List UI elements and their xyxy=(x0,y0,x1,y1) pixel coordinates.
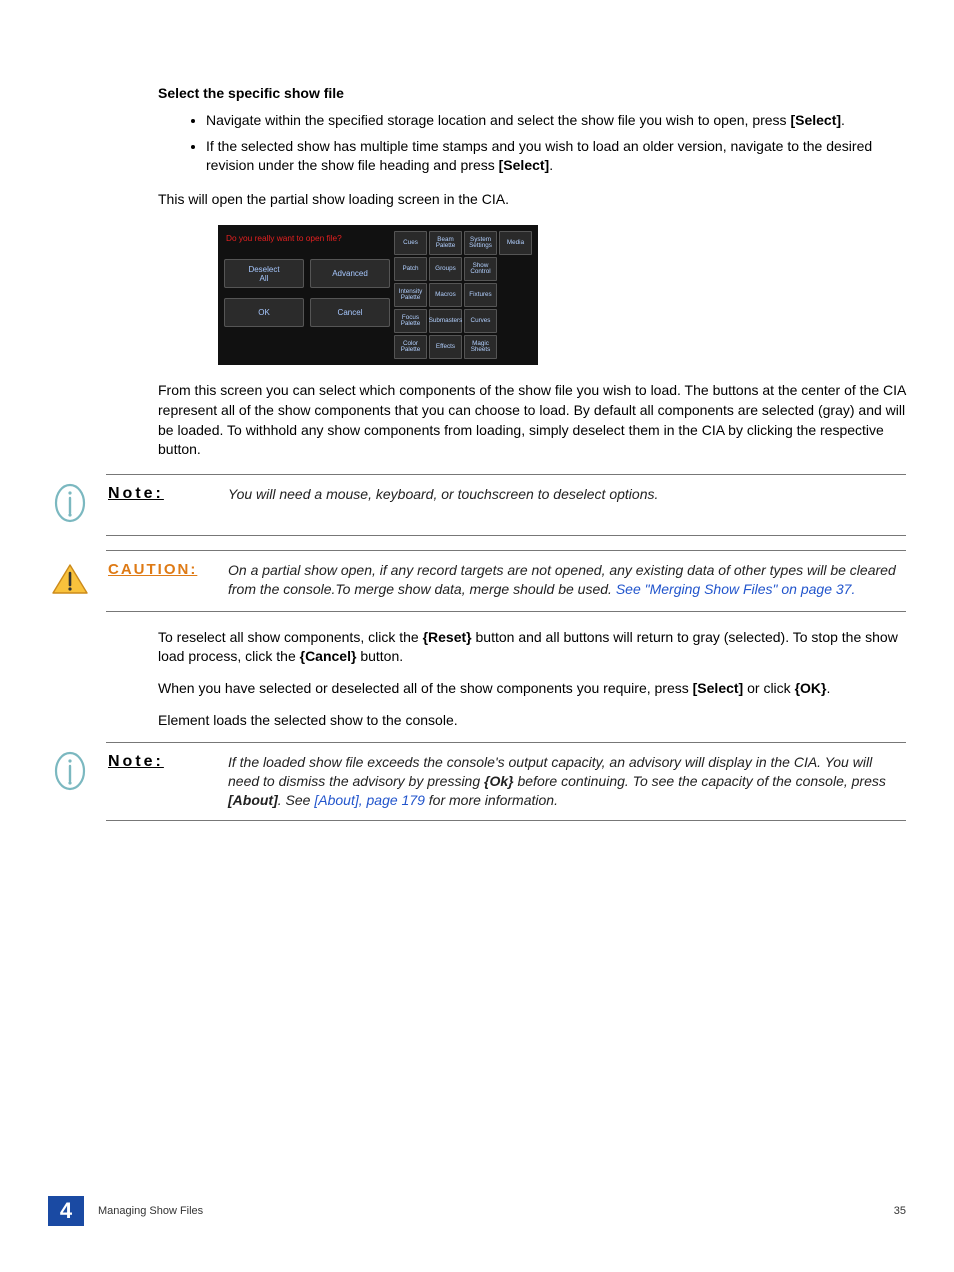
section-heading: Select the specific show file xyxy=(158,85,906,101)
component-cell: Intensity Palette xyxy=(394,283,427,307)
bullet-suffix: . xyxy=(841,112,845,128)
inline-bold: {Reset} xyxy=(423,629,472,645)
caution-link[interactable]: See "Merging Show Files" on page 37. xyxy=(616,581,856,597)
note-link[interactable]: [About], page 179 xyxy=(314,792,425,808)
note-text: If the loaded show file exceeds the cons… xyxy=(228,753,906,810)
page-footer: 4 Managing Show Files 35 xyxy=(0,1196,954,1226)
note-callout: Note: You will need a mouse, keyboard, o… xyxy=(106,474,906,536)
inline-bold: [Select] xyxy=(790,112,841,128)
bullet-text: Navigate within the specified storage lo… xyxy=(206,112,790,128)
run: To reselect all show components, click t… xyxy=(158,629,423,645)
component-cell: Media xyxy=(499,231,532,255)
note-label: Note: xyxy=(108,753,212,810)
inline-bold: [About] xyxy=(228,792,278,808)
run: button. xyxy=(356,648,403,664)
page-number: 35 xyxy=(894,1205,906,1217)
inline-bold: {OK} xyxy=(795,680,827,696)
component-cell: Show Control xyxy=(464,257,497,281)
run: or click xyxy=(743,680,794,696)
component-cell: Patch xyxy=(394,257,427,281)
paragraph: This will open the partial show loading … xyxy=(158,190,906,210)
chapter-number: 4 xyxy=(48,1196,84,1226)
run: before continuing. To see the capacity o… xyxy=(514,773,886,789)
component-cell: Beam Palette xyxy=(429,231,462,255)
run: . See xyxy=(278,792,315,808)
inline-bold: [Select] xyxy=(693,680,744,696)
footer-title: Managing Show Files xyxy=(98,1205,203,1217)
paragraph: Element loads the selected show to the c… xyxy=(158,711,906,731)
caution-callout: CAUTION: On a partial show open, if any … xyxy=(106,550,906,612)
component-grid: CuesBeam PaletteSystem SettingsMedia Patc… xyxy=(394,231,532,359)
caution-icon xyxy=(48,557,92,601)
ok-button: OK xyxy=(224,298,304,327)
component-cell: Cues xyxy=(394,231,427,255)
component-cell: Groups xyxy=(429,257,462,281)
dialog-title: Do you really want to open file? xyxy=(224,231,390,249)
inline-bold: {Cancel} xyxy=(300,648,357,664)
bullet-suffix: . xyxy=(549,157,553,173)
component-cell: Curves xyxy=(464,309,497,333)
paragraph: To reselect all show components, click t… xyxy=(158,628,906,667)
note-callout: Note: If the loaded show file exceeds th… xyxy=(106,742,906,821)
caution-label: CAUTION: xyxy=(108,561,212,599)
component-cell: Submasters xyxy=(429,309,462,333)
bullet-item: Navigate within the specified storage lo… xyxy=(206,111,906,131)
paragraph: From this screen you can select which co… xyxy=(158,381,906,459)
bullet-item: If the selected show has multiple time s… xyxy=(206,137,906,176)
bullet-list: Navigate within the specified storage lo… xyxy=(206,111,906,176)
component-cell: Magic Sheets xyxy=(464,335,497,359)
cia-screenshot: Do you really want to open file? Deselec… xyxy=(218,225,906,365)
component-cell: Effects xyxy=(429,335,462,359)
note-text: You will need a mouse, keyboard, or touc… xyxy=(228,485,906,504)
paragraph: When you have selected or deselected all… xyxy=(158,679,906,699)
caution-text: On a partial show open, if any record ta… xyxy=(228,561,906,599)
deselect-all-button: Deselect All xyxy=(224,259,304,288)
inline-bold: {Ok} xyxy=(484,773,514,789)
component-cell: Macros xyxy=(429,283,462,307)
inline-bold: [Select] xyxy=(499,157,550,173)
component-cell: Fixtures xyxy=(464,283,497,307)
run: for more information. xyxy=(425,792,558,808)
component-cell: System Settings xyxy=(464,231,497,255)
run: . xyxy=(826,680,830,696)
note-icon xyxy=(48,749,92,793)
note-label: Note: xyxy=(108,485,212,504)
cancel-button: Cancel xyxy=(310,298,390,327)
component-cell: Color Palette xyxy=(394,335,427,359)
advanced-button: Advanced xyxy=(310,259,390,288)
note-icon xyxy=(48,481,92,525)
component-cell: Focus Palette xyxy=(394,309,427,333)
run: When you have selected or deselected all… xyxy=(158,680,693,696)
